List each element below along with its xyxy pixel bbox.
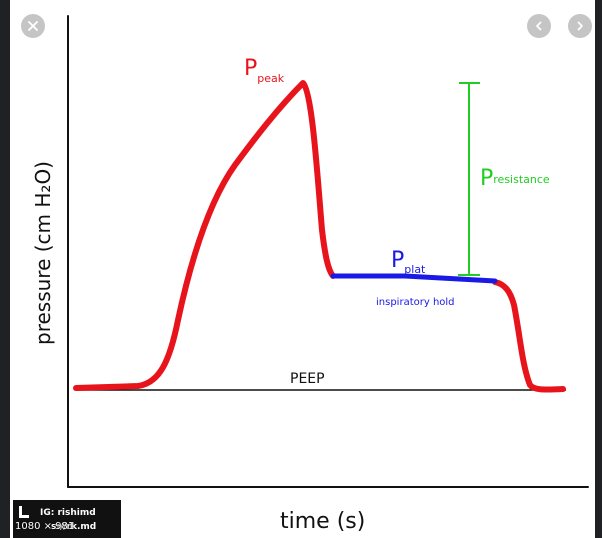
watermark-url-text: s://rk.md	[51, 522, 97, 532]
p-resistance-label: Presistance	[480, 166, 550, 191]
previous-image-button[interactable]	[527, 14, 551, 38]
pressure-curve	[73, 80, 336, 391]
p-peak-label: Ppeak	[244, 56, 285, 85]
pressure-curve-release	[492, 279, 566, 393]
chevron-right-icon	[577, 21, 583, 31]
next-image-button[interactable]	[568, 14, 592, 38]
inspiratory-hold-label: inspiratory hold	[376, 297, 455, 308]
x-axis-label: time (s)	[280, 509, 365, 534]
source-watermark: IG: rishimd s://rk.md	[13, 500, 121, 538]
close-button[interactable]	[21, 14, 45, 38]
peep-label: PEEP	[290, 371, 325, 387]
close-icon	[28, 21, 38, 31]
image-panel: Ppeak Pplat Presistance inspiratory hold…	[10, 0, 595, 538]
logo-icon	[19, 506, 29, 518]
plateau-line	[330, 273, 498, 284]
pressure-time-figure: Ppeak Pplat Presistance inspiratory hold…	[31, 15, 589, 534]
chevron-left-icon	[536, 21, 542, 31]
y-axis-label: pressure (cm H₂O)	[31, 161, 55, 345]
p-plat-label: Pplat	[391, 248, 426, 276]
image-dimensions-label: 1080 × 981	[15, 521, 75, 532]
watermark-ig-text: IG: rishimd	[40, 508, 96, 518]
